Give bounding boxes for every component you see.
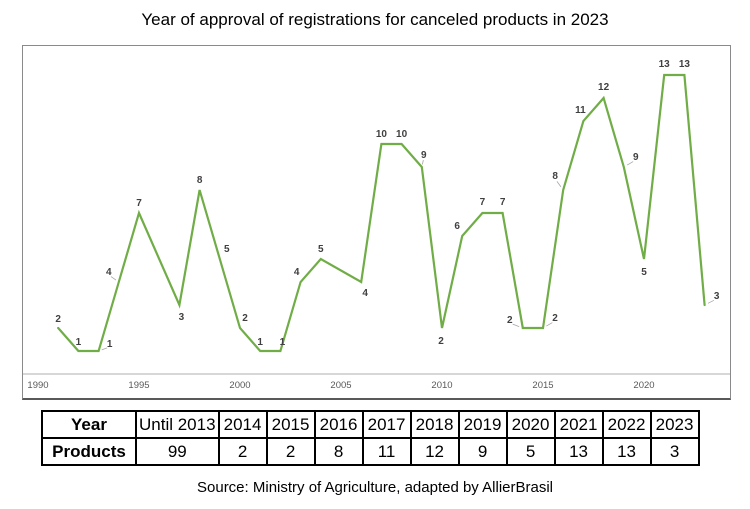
data-table: Year Until 2013 2014 2015 2016 2017 2018 2019 20… bbox=[41, 410, 700, 466]
table-value-cell: 3 bbox=[649, 437, 700, 466]
table-value-cell: 9 bbox=[457, 437, 508, 466]
table-year-header: 2022 bbox=[601, 410, 652, 439]
table-year-header: 2014 bbox=[217, 410, 268, 439]
data-label: 12 bbox=[598, 82, 610, 93]
table-row: Products 99 2 2 8 11 12 9 5 13 13 3 bbox=[41, 437, 700, 466]
data-label: 10 bbox=[376, 129, 388, 140]
chart-title: Year of approval of registrations for ca… bbox=[141, 10, 609, 29]
label-leader-line bbox=[512, 323, 520, 327]
data-label: 3 bbox=[179, 312, 185, 323]
x-tick-label: 2015 bbox=[532, 380, 553, 391]
data-label: 1 bbox=[76, 337, 82, 348]
data-label: 2 bbox=[507, 315, 513, 326]
label-leader-line bbox=[626, 161, 634, 166]
table-value-cell: 13 bbox=[553, 437, 604, 466]
x-tick-label: 1990 bbox=[27, 380, 48, 391]
label-leader-line bbox=[556, 181, 562, 188]
data-label: 1 bbox=[280, 337, 286, 348]
table-value-cell: 11 bbox=[361, 437, 412, 466]
data-label: 5 bbox=[641, 267, 647, 278]
data-label: 3 bbox=[714, 291, 720, 302]
label-leader-line bbox=[546, 322, 553, 327]
table-corner-header: Year bbox=[41, 410, 137, 439]
data-label: 7 bbox=[500, 197, 506, 208]
data-label: 9 bbox=[633, 152, 639, 163]
table-value-cell: 99 bbox=[135, 437, 220, 466]
table-year-header: 2015 bbox=[265, 410, 316, 439]
table-value-cell: 13 bbox=[601, 437, 652, 466]
table-year-header: 2016 bbox=[313, 410, 364, 439]
data-label: 6 bbox=[454, 221, 460, 232]
source-caption: Source: Ministry of Agriculture, adapted… bbox=[197, 479, 553, 496]
table-year-header: 2020 bbox=[505, 410, 556, 439]
data-label: 7 bbox=[136, 198, 142, 209]
x-tick-label: 1995 bbox=[128, 380, 149, 391]
data-label: 8 bbox=[552, 171, 558, 182]
label-leader-line bbox=[110, 276, 117, 281]
data-label: 13 bbox=[679, 59, 691, 70]
label-leader-line bbox=[101, 347, 108, 351]
table-year-header: 2023 bbox=[649, 410, 700, 439]
data-label: 9 bbox=[421, 150, 427, 161]
table-year-header: 2019 bbox=[457, 410, 508, 439]
data-label: 11 bbox=[575, 105, 586, 116]
table-header-row: Year Until 2013 2014 2015 2016 2017 2018 2019 20… bbox=[41, 410, 700, 439]
x-tick-label: 2000 bbox=[229, 380, 250, 391]
table-year-header: 2017 bbox=[361, 410, 412, 439]
data-label: 1 bbox=[107, 339, 113, 350]
table-value-cell: 12 bbox=[409, 437, 460, 466]
data-label: 2 bbox=[242, 313, 248, 324]
table-year-header: 2018 bbox=[409, 410, 460, 439]
data-label: 4 bbox=[106, 267, 112, 278]
data-label: 2 bbox=[438, 336, 444, 347]
table-value-cell: 2 bbox=[217, 437, 268, 466]
table-row-label: Products bbox=[41, 437, 137, 466]
table-value-cell: 8 bbox=[313, 437, 364, 466]
table-value-cell: 2 bbox=[265, 437, 316, 466]
label-leader-line bbox=[707, 299, 715, 304]
data-label: 10 bbox=[396, 129, 408, 140]
chart-area: 1990 1995 2000 2005 2010 2015 2020 2 1 1 4 7 3 8 5 2 1 1 4… bbox=[22, 45, 731, 400]
label-leader-line bbox=[421, 159, 424, 165]
data-label: 5 bbox=[224, 244, 230, 255]
data-label: 2 bbox=[55, 314, 61, 325]
table-year-header: Until 2013 bbox=[135, 410, 220, 439]
data-label: 4 bbox=[294, 267, 300, 278]
data-label: 4 bbox=[362, 288, 368, 299]
x-tick-label: 2020 bbox=[633, 380, 654, 391]
data-label: 1 bbox=[257, 337, 263, 348]
data-label: 8 bbox=[197, 175, 203, 186]
data-label: 7 bbox=[480, 197, 486, 208]
series-line bbox=[57, 73, 706, 353]
x-tick-label: 2005 bbox=[330, 380, 351, 391]
data-label: 5 bbox=[318, 244, 324, 255]
table-value-cell: 5 bbox=[505, 437, 556, 466]
table-year-header: 2021 bbox=[553, 410, 604, 439]
data-label: 13 bbox=[659, 59, 671, 70]
data-label: 2 bbox=[552, 313, 558, 324]
x-tick-label: 2010 bbox=[431, 380, 452, 391]
